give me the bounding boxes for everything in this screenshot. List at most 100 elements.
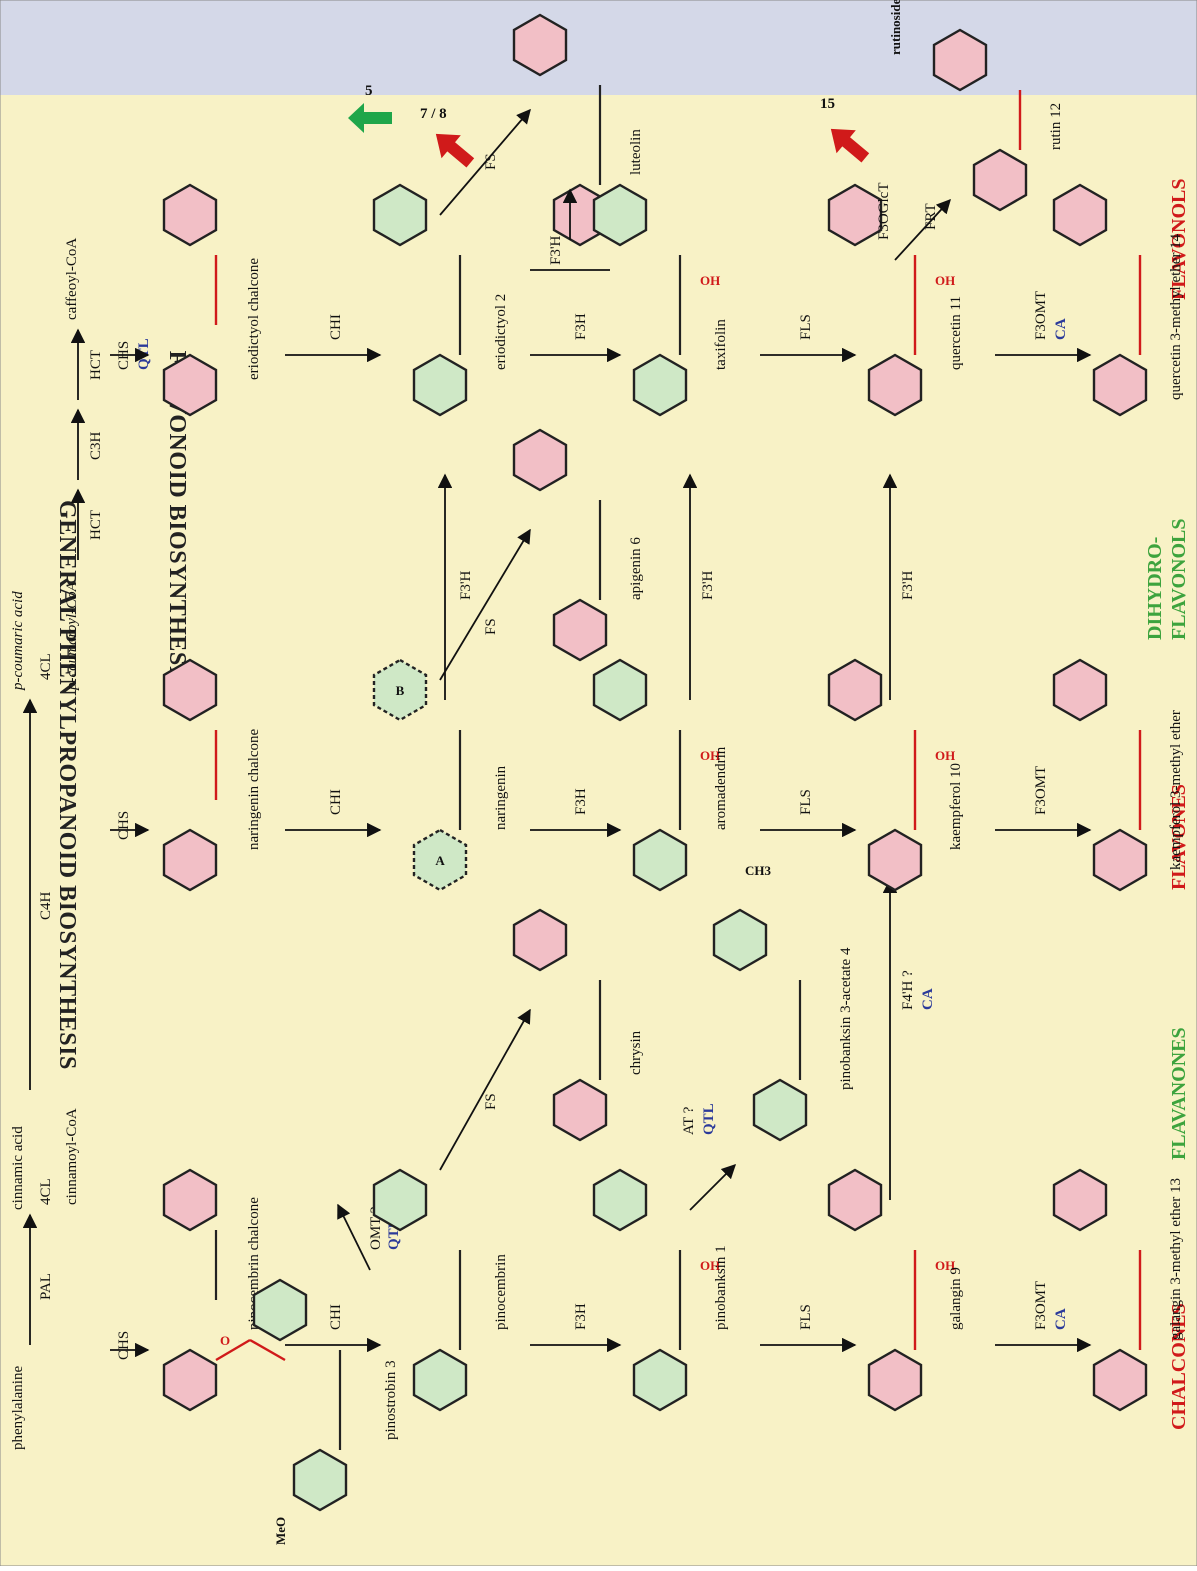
svg-text:luteolin: luteolin — [628, 129, 644, 175]
svg-text:A: A — [435, 853, 445, 868]
svg-text:O: O — [220, 1333, 230, 1348]
svg-text:CHI: CHI — [328, 789, 344, 815]
class-flavones: FLAVONES — [1168, 784, 1190, 890]
svg-text:kaempferol 3-methyl ether: kaempferol 3-methyl ether — [1168, 710, 1184, 870]
svg-text:galangin 9: galangin 9 — [948, 1267, 964, 1330]
svg-text:quercetin 11: quercetin 11 — [948, 296, 964, 370]
svg-text:CA: CA — [1053, 318, 1069, 340]
svg-text:pinobanksin 1: pinobanksin 1 — [713, 1245, 729, 1330]
svg-text:CA: CA — [920, 988, 936, 1010]
mol-kaempferol-ether — [1052, 658, 1148, 892]
svg-text:pinostrobin 3: pinostrobin 3 — [383, 1360, 399, 1440]
svg-text:7 / 8: 7 / 8 — [420, 106, 447, 122]
svg-text:F3H: F3H — [573, 313, 589, 340]
marker-red-arrow-1: 7 / 8 — [420, 106, 475, 168]
svg-text:naringenin chalcone: naringenin chalcone — [246, 728, 262, 850]
mol-pinocembrin-chalcone: O — [162, 1168, 286, 1412]
mol-pinostrobin — [252, 1278, 348, 1512]
svg-text:15: 15 — [820, 96, 835, 112]
mol-naringenin: A B — [372, 658, 468, 892]
general-pathway: phenylalanine PAL cinnamic acid C4H p-co… — [10, 238, 104, 1450]
svg-text:F3OMT: F3OMT — [1033, 291, 1049, 340]
svg-text:HCT: HCT — [88, 510, 104, 540]
svg-text:4CL: 4CL — [38, 653, 54, 680]
class-chalcones: CHALCONES — [1168, 1303, 1190, 1430]
svg-text:CA: CA — [1053, 1308, 1069, 1330]
svg-text:taxifolin: taxifolin — [713, 319, 729, 370]
svg-text:F3'H: F3'H — [700, 570, 716, 600]
svg-text:OH: OH — [700, 1258, 720, 1273]
mol-pinocembrin — [372, 1168, 468, 1412]
mol-taxifolin: OH — [592, 183, 720, 417]
svg-text:QTL: QTL — [701, 1103, 717, 1135]
mol-kaempferol: OH — [827, 658, 955, 892]
header-general: GENERAL PHENYLPROPANOID BIOSYNTHESIS — [54, 500, 80, 1070]
svg-text:FS: FS — [483, 153, 499, 170]
marker-green-arrow: 5 — [348, 83, 392, 133]
svg-text:CHI: CHI — [328, 314, 344, 340]
svg-text:eriodictyol chalcone: eriodictyol chalcone — [246, 258, 262, 380]
mol-aromadendrin: OH — [592, 658, 720, 892]
svg-text:F3'H: F3'H — [900, 570, 916, 600]
svg-text:apigenin 6: apigenin 6 — [628, 537, 644, 600]
svg-text:kaempferol 10: kaempferol 10 — [948, 763, 964, 850]
mol-eriodictyol — [372, 183, 468, 417]
svg-text:4CL: 4CL — [38, 1178, 54, 1205]
svg-text:quercetin 3-methyl ether 14: quercetin 3-methyl ether 14 — [1168, 233, 1184, 400]
svg-text:chrysin: chrysin — [628, 1030, 644, 1075]
svg-text:phenylalanine: phenylalanine — [10, 1366, 26, 1450]
svg-text:naringenin: naringenin — [493, 765, 509, 830]
mol-naringenin-chalcone — [162, 658, 218, 892]
svg-text:OH: OH — [700, 273, 720, 288]
svg-text:F3'H: F3'H — [458, 570, 474, 600]
svg-text:galangin 3-methyl ether 13: galangin 3-methyl ether 13 — [1168, 1178, 1184, 1340]
svg-text:eriodictyol 2: eriodictyol 2 — [493, 294, 509, 370]
svg-text:CHI: CHI — [328, 1304, 344, 1330]
class-dihydroflavonols-1: DIHYDRO- — [1144, 537, 1166, 640]
svg-text:FLS: FLS — [798, 789, 814, 815]
header-band — [0, 0, 1197, 95]
svg-text:rutin 12: rutin 12 — [1048, 103, 1064, 150]
svg-text:OH: OH — [700, 748, 720, 763]
svg-text:OH: OH — [935, 1258, 955, 1273]
svg-text:OH: OH — [935, 273, 955, 288]
svg-text:CHS: CHS — [116, 1331, 132, 1360]
class-flavanones: FLAVANONES — [1168, 1027, 1190, 1160]
svg-text:C3H: C3H — [88, 431, 104, 460]
svg-text:5: 5 — [365, 83, 373, 99]
svg-text:cinnamic acid: cinnamic acid — [10, 1126, 26, 1210]
svg-text:FS: FS — [483, 618, 499, 635]
mol-chrysin — [512, 908, 608, 1142]
svg-text:AT ?: AT ? — [681, 1106, 697, 1135]
svg-text:F3OGlcT: F3OGlcT — [876, 183, 892, 241]
svg-text:PAL: PAL — [38, 1273, 54, 1300]
mol-galangin-ether — [1052, 1168, 1148, 1412]
mol-rutin — [932, 28, 1028, 212]
svg-text:F3'H: F3'H — [548, 235, 564, 265]
class-dihydroflavonols-2: FLAVONOLS — [1168, 519, 1190, 640]
svg-text:FS: FS — [483, 1093, 499, 1110]
svg-text:p-coumaroyl-CoA: p-coumaroyl-CoA — [64, 581, 80, 691]
mol-pinobanksin-acetate: CH3 — [712, 863, 808, 1142]
svg-text:caffeoyl-CoA: caffeoyl-CoA — [64, 238, 80, 320]
mol-quercetin: OH — [827, 183, 955, 417]
mol-pinobanksin: OH — [592, 1168, 720, 1412]
svg-text:CHS: CHS — [116, 811, 132, 840]
svg-text:F3OMT: F3OMT — [1033, 1281, 1049, 1330]
svg-text:rutinoside: rutinoside — [888, 0, 903, 55]
svg-text:pinobanksin 3-acetate 4: pinobanksin 3-acetate 4 — [838, 947, 854, 1090]
svg-text:p-coumaric acid: p-coumaric acid — [10, 591, 26, 691]
svg-text:F3OMT: F3OMT — [1033, 766, 1049, 815]
mol-galangin: OH — [827, 1168, 955, 1412]
svg-text:F3H: F3H — [573, 1303, 589, 1330]
svg-text:MeO: MeO — [273, 1517, 288, 1545]
svg-text:FLS: FLS — [798, 1304, 814, 1330]
class-flavonols: FLAVONOLS — [1168, 179, 1190, 300]
svg-text:cinnamoyl-CoA: cinnamoyl-CoA — [64, 1108, 80, 1205]
svg-text:HCT: HCT — [88, 350, 104, 380]
svg-text:FLS: FLS — [798, 314, 814, 340]
svg-text:OH: OH — [935, 748, 955, 763]
svg-text:FRT: FRT — [923, 203, 939, 230]
svg-text:CH3: CH3 — [745, 863, 772, 878]
